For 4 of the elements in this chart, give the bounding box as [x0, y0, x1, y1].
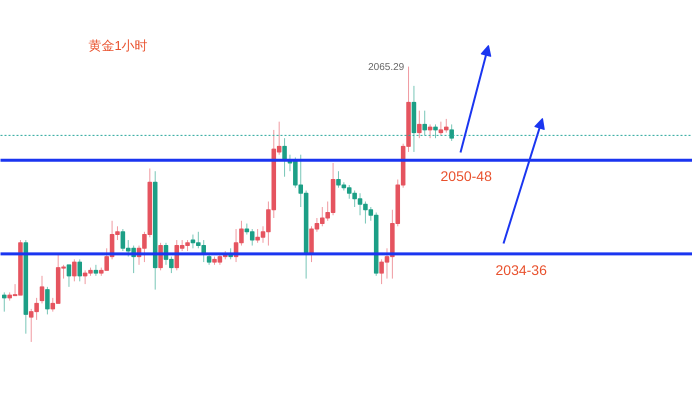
chart-title: 黄金1小时 [88, 38, 148, 53]
annotation: 2065.29 [368, 62, 405, 74]
annotation: 2050-48 [440, 168, 492, 184]
text: 2034-36 [496, 262, 548, 278]
